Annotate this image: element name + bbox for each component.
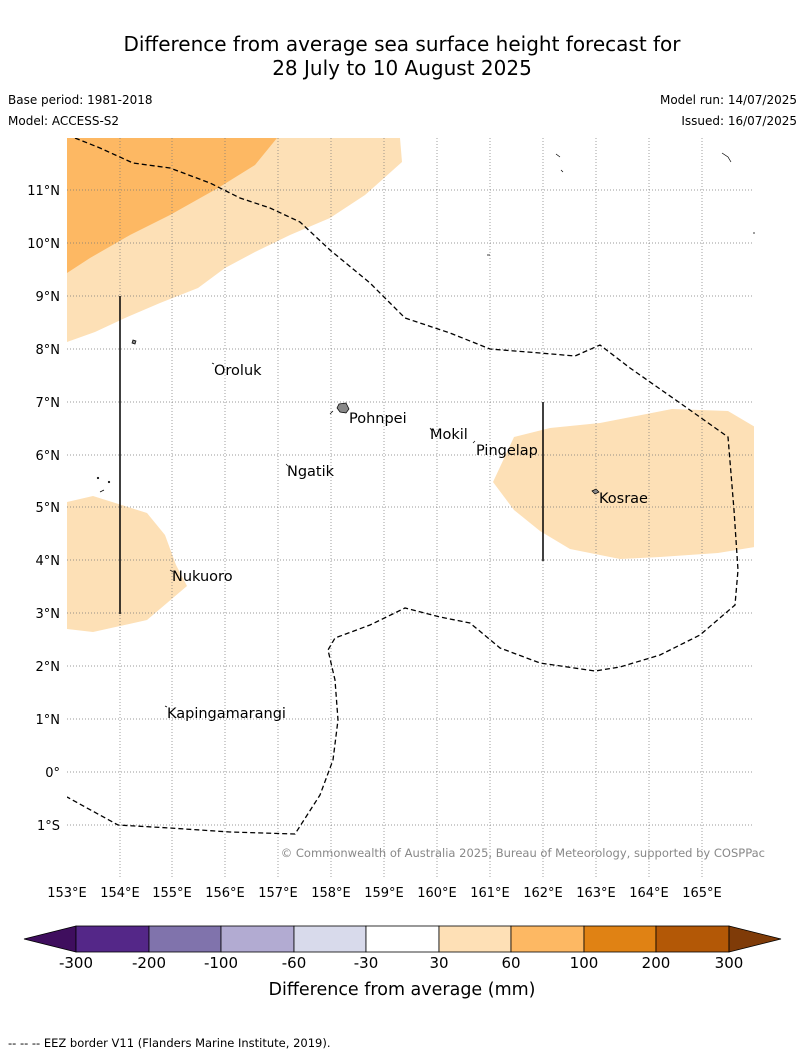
title-line-2: 28 July to 10 August 2025: [272, 56, 532, 80]
lon-label-157e: 157°E: [258, 886, 298, 901]
colorbar-tick: 300: [715, 954, 744, 972]
colorbar-bin-8: [583, 925, 657, 953]
lon-label-165e: 165°E: [682, 886, 722, 901]
colorbar-bin-6: [438, 925, 512, 953]
longitude-labels: 153°E 154°E 155°E 156°E 157°E 158°E 159°…: [47, 886, 722, 901]
lat-label-0: 0°: [45, 766, 60, 781]
lat-label-1n: 1°N: [36, 713, 61, 728]
colorbar-tick: -30: [354, 954, 379, 972]
colorbar: [23, 925, 782, 953]
eez-border: [67, 138, 739, 835]
colorbar-tick: 200: [642, 954, 671, 972]
colorbar-ticks: -300 -200 -100 -60 -30 30 60 100 200 300: [59, 954, 743, 972]
lat-label-2n: 2°N: [36, 660, 61, 675]
colorbar-tick: 30: [429, 954, 448, 972]
colorbar-bin-3: [220, 925, 295, 953]
lat-label-3n: 3°N: [36, 607, 61, 622]
colorbar-extend-high: [728, 925, 782, 953]
anomaly-region-60-100-north: [67, 138, 277, 273]
reference-lines: [119, 296, 544, 614]
lat-label-4n: 4°N: [36, 554, 61, 569]
label-ngatik: Ngatik: [287, 464, 335, 480]
lon-label-164e: 164°E: [629, 886, 669, 901]
colorbar-tick: -100: [204, 954, 238, 972]
pohnpei-island: [336, 402, 350, 414]
map-title: Difference from average sea surface heig…: [0, 32, 804, 80]
lon-label-153e: 153°E: [47, 886, 87, 901]
colorbar-title: Difference from average (mm): [268, 980, 535, 1000]
colorbar-tick: -300: [59, 954, 93, 972]
lon-label-155e: 155°E: [152, 886, 192, 901]
colorbar-tick: -60: [282, 954, 307, 972]
colorbar-bin-9: [655, 925, 730, 953]
lon-label-160e: 160°E: [417, 886, 457, 901]
colorbar-tick: 100: [570, 954, 599, 972]
issued-date: Issued: 16/07/2025: [681, 114, 797, 128]
kosrae-island: [591, 488, 600, 495]
label-pohnpei: Pohnpei: [349, 411, 407, 427]
lat-label-11n: 11°N: [27, 184, 60, 199]
lon-label-156e: 156°E: [205, 886, 245, 901]
model-name: Model: ACCESS-S2: [8, 114, 120, 128]
latitude-labels: 11°N 10°N 9°N 8°N 7°N 6°N 5°N 4°N 3°N 2°…: [27, 184, 60, 834]
label-nukuoro: Nukuoro: [172, 569, 233, 585]
islands: [96, 152, 755, 708]
label-kapingamarangi: Kapingamarangi: [167, 706, 286, 722]
label-mokil: Mokil: [430, 427, 468, 443]
label-pingelap: Pingelap: [476, 443, 538, 459]
colorbar-bin-4: [293, 925, 367, 953]
lat-label-6n: 6°N: [36, 449, 61, 464]
anomaly-fill: [67, 138, 754, 632]
colorbar-extend-low: [23, 925, 77, 953]
lat-label-10n: 10°N: [27, 237, 60, 252]
lon-label-159e: 159°E: [364, 886, 404, 901]
colorbar-bin-2: [148, 925, 222, 953]
lat-label-8n: 8°N: [36, 343, 61, 358]
colorbar-tick: 60: [501, 954, 520, 972]
lon-label-163e: 163°E: [576, 886, 616, 901]
lat-label-5n: 5°N: [36, 501, 61, 516]
place-labels: Oroluk Pohnpei Mokil Pingelap Ngatik Kos…: [167, 363, 648, 722]
eez-footnote: -- -- -- EEZ border V11 (Flanders Marine…: [8, 1036, 331, 1050]
lon-label-162e: 162°E: [523, 886, 563, 901]
copyright-notice: © Commonwealth of Australia 2025, Bureau…: [281, 846, 765, 860]
model-run: Model run: 14/07/2025: [659, 93, 797, 107]
anomaly-region-30-60-west: [67, 496, 187, 632]
lat-label-1s: 1°S: [37, 819, 60, 834]
label-oroluk: Oroluk: [214, 363, 262, 379]
lat-label-7n: 7°N: [36, 396, 61, 411]
colorbar-tick: -200: [132, 954, 166, 972]
title-line-1: Difference from average sea surface heig…: [123, 32, 681, 56]
lon-label-161e: 161°E: [470, 886, 510, 901]
anomaly-region-30-60-east: [493, 409, 754, 559]
base-period: Base period: 1981-2018: [8, 93, 153, 107]
lon-label-154e: 154°E: [100, 886, 140, 901]
label-kosrae: Kosrae: [599, 491, 648, 507]
lon-label-158e: 158°E: [311, 886, 351, 901]
colorbar-bin-1: [75, 925, 150, 953]
colorbar-bin-5: [365, 925, 440, 953]
colorbar-bin-7: [510, 925, 585, 953]
lat-label-9n: 9°N: [36, 290, 61, 305]
